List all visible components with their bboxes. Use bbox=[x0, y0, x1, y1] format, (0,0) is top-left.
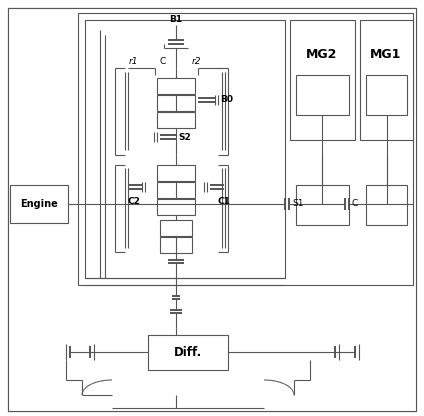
Text: B1: B1 bbox=[170, 15, 183, 23]
Text: C2: C2 bbox=[128, 198, 141, 206]
Text: Diff.: Diff. bbox=[174, 346, 202, 359]
Bar bbox=[157, 78, 195, 94]
Bar bbox=[78, 13, 413, 285]
Bar bbox=[366, 185, 407, 225]
Text: Engine: Engine bbox=[20, 199, 58, 209]
Bar bbox=[366, 75, 407, 115]
Bar bbox=[296, 185, 349, 225]
Bar bbox=[157, 182, 195, 198]
Text: C: C bbox=[352, 200, 358, 208]
Text: S2: S2 bbox=[178, 133, 191, 141]
Bar bbox=[148, 335, 228, 370]
Bar bbox=[160, 237, 192, 253]
Text: MG2: MG2 bbox=[306, 49, 338, 62]
Text: r1: r1 bbox=[128, 57, 138, 67]
Text: C1: C1 bbox=[218, 198, 231, 206]
Bar bbox=[85, 20, 285, 278]
Bar bbox=[296, 75, 349, 115]
Text: S1: S1 bbox=[292, 200, 304, 208]
Bar bbox=[157, 112, 195, 128]
Bar bbox=[157, 165, 195, 181]
Bar bbox=[290, 20, 355, 140]
Bar bbox=[10, 185, 68, 223]
Bar bbox=[360, 20, 413, 140]
Text: MG1: MG1 bbox=[370, 49, 402, 62]
Text: r2: r2 bbox=[191, 57, 201, 67]
Text: B0: B0 bbox=[220, 96, 233, 104]
Bar bbox=[157, 95, 195, 111]
Text: C: C bbox=[160, 57, 166, 67]
Bar bbox=[160, 220, 192, 236]
Bar bbox=[157, 199, 195, 215]
